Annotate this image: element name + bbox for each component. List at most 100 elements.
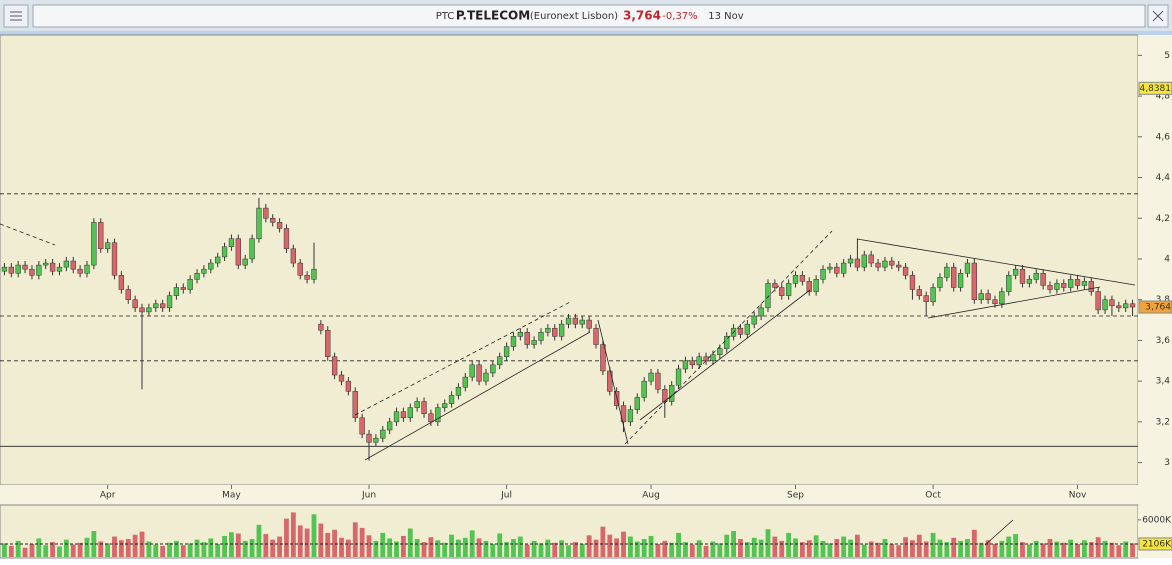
candle-body bbox=[139, 307, 145, 313]
candle-body bbox=[421, 401, 427, 414]
candle-body bbox=[1019, 268, 1026, 284]
volume-bar bbox=[655, 544, 661, 557]
volume-bar bbox=[985, 540, 991, 557]
volume-bar bbox=[1130, 543, 1135, 557]
volume-bar bbox=[57, 546, 62, 557]
candle-body bbox=[524, 332, 530, 345]
volume-bar bbox=[98, 541, 104, 557]
candle-body bbox=[889, 260, 895, 266]
candle-body bbox=[882, 260, 888, 268]
volume-bar bbox=[63, 539, 69, 557]
volume-bar bbox=[1061, 542, 1067, 557]
volume-bar bbox=[614, 538, 620, 557]
candle-body bbox=[476, 364, 482, 382]
x-tick-label: Nov bbox=[1069, 491, 1087, 501]
volume-bar bbox=[841, 536, 847, 557]
candle-body bbox=[992, 299, 998, 305]
price-panel bbox=[0, 34, 1139, 486]
candle-body bbox=[1116, 305, 1122, 309]
volume-bar bbox=[1102, 540, 1108, 557]
volume-bar bbox=[407, 528, 413, 557]
volume-bar bbox=[944, 542, 950, 557]
volume-bar bbox=[992, 544, 998, 557]
volume-bar bbox=[552, 542, 558, 557]
volume-bar bbox=[1054, 541, 1060, 557]
candle-body bbox=[737, 327, 744, 335]
volume-bar bbox=[332, 529, 338, 557]
volume-bar bbox=[462, 537, 468, 557]
y-tick-label: 4,6 bbox=[1156, 132, 1171, 142]
volume-tick-label: 6000K bbox=[1142, 515, 1172, 525]
last-price-label: 3,764 bbox=[1145, 303, 1171, 313]
candle-body bbox=[283, 228, 290, 250]
volume-bar bbox=[593, 539, 599, 557]
candle-body bbox=[600, 344, 606, 372]
volume-bar bbox=[1075, 544, 1080, 557]
candle-body bbox=[792, 275, 799, 284]
volume-bar bbox=[311, 514, 317, 557]
volume-bar bbox=[731, 531, 736, 557]
volume-bar bbox=[916, 534, 922, 557]
x-tick-label: Jun bbox=[361, 491, 376, 501]
candle-body bbox=[944, 266, 950, 278]
candle-body bbox=[902, 266, 909, 276]
candle-body bbox=[166, 295, 173, 309]
candle-body bbox=[104, 242, 111, 250]
volume-bar bbox=[559, 540, 565, 557]
volume-bar bbox=[284, 518, 289, 557]
volume-bar bbox=[738, 539, 743, 557]
price: 3,764 bbox=[623, 9, 661, 23]
volume-bar bbox=[153, 544, 159, 557]
volume-bar bbox=[256, 524, 262, 557]
candle-body bbox=[490, 364, 496, 374]
volume-bar bbox=[352, 522, 358, 557]
candle-body bbox=[221, 246, 228, 258]
candle-body bbox=[957, 272, 964, 288]
separator bbox=[0, 31, 1172, 35]
candle-body bbox=[620, 405, 627, 423]
volume-bar bbox=[978, 542, 984, 557]
volume-bar bbox=[724, 534, 730, 557]
volume-bar bbox=[772, 536, 778, 557]
volume-bar bbox=[889, 544, 895, 557]
volume-bar bbox=[951, 537, 957, 557]
candle-body bbox=[215, 256, 221, 264]
candle-body bbox=[146, 307, 152, 313]
volume-bar bbox=[751, 537, 757, 557]
volume-bar bbox=[875, 542, 881, 557]
candle-body bbox=[235, 238, 241, 266]
candle-body bbox=[1074, 279, 1081, 286]
candle-body bbox=[1129, 303, 1136, 308]
volume-bar bbox=[683, 542, 688, 557]
candle-body bbox=[799, 275, 806, 282]
candle-body bbox=[861, 254, 867, 268]
y-tick-label: 4,2 bbox=[1156, 214, 1170, 224]
candle-body bbox=[118, 275, 125, 290]
candle-body bbox=[1102, 299, 1108, 311]
candle-body bbox=[70, 260, 76, 270]
candle-body bbox=[875, 262, 881, 268]
candle-body bbox=[386, 421, 393, 431]
y-tick-label: 3 bbox=[1164, 458, 1170, 468]
date: 13 Nov bbox=[708, 11, 744, 22]
candle-body bbox=[290, 248, 297, 264]
candle-body bbox=[1033, 272, 1039, 280]
y-tick-label: 4,4 bbox=[1156, 173, 1171, 183]
candle-body bbox=[98, 222, 104, 250]
candle-body bbox=[208, 262, 214, 270]
volume-bar bbox=[22, 547, 28, 557]
volume-bar bbox=[270, 539, 276, 557]
volume-bar bbox=[380, 532, 386, 557]
volume-bar bbox=[765, 529, 771, 557]
volume-bar bbox=[868, 541, 874, 557]
trendline bbox=[856, 238, 1136, 286]
volume-bar bbox=[641, 539, 647, 557]
volume-bar bbox=[689, 544, 695, 557]
volume-bar bbox=[1026, 544, 1032, 557]
volume-bar bbox=[2, 543, 7, 557]
candle-body bbox=[49, 262, 56, 272]
candle-body bbox=[91, 222, 97, 266]
volume-bar bbox=[538, 543, 544, 557]
volume-bar bbox=[524, 544, 530, 557]
